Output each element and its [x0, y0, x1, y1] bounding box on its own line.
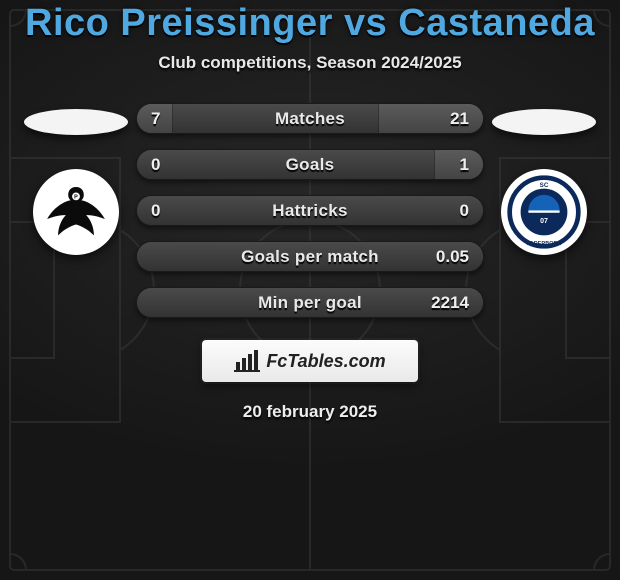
stat-row: 01Goals: [136, 149, 484, 180]
svg-text:PADERBORN: PADERBORN: [527, 241, 562, 247]
right-club-crest: SC 07 PADERBORN: [501, 169, 587, 255]
svg-text:07: 07: [540, 218, 548, 225]
page-subtitle: Club competitions, Season 2024/2025: [0, 53, 620, 73]
left-player-column: P: [16, 103, 136, 255]
stat-row: 00Hattricks: [136, 195, 484, 226]
stat-row: 2214Min per goal: [136, 287, 484, 318]
left-flag: [24, 109, 128, 135]
stat-label: Matches: [137, 104, 483, 133]
svg-text:P: P: [74, 195, 78, 201]
left-club-crest: P: [33, 169, 119, 255]
svg-text:SC: SC: [540, 182, 549, 189]
chart-icon: [234, 350, 260, 372]
branding-text: FcTables.com: [266, 351, 385, 372]
right-player-column: SC 07 PADERBORN: [484, 103, 604, 255]
stats-table: 721Matches 01Goals 00Hattricks 0.05Goals pe…: [136, 103, 484, 318]
page-title: Rico Preissinger vs Castaneda: [0, 2, 620, 45]
branding-badge: FcTables.com: [202, 340, 418, 382]
paderborn-crest-icon: SC 07 PADERBORN: [505, 173, 583, 251]
stat-row: 721Matches: [136, 103, 484, 134]
right-flag: [492, 109, 596, 135]
date-text: 20 february 2025: [0, 402, 620, 422]
stat-row: 0.05Goals per match: [136, 241, 484, 272]
stat-label: Min per goal: [137, 288, 483, 317]
stat-label: Goals per match: [137, 242, 483, 271]
eagle-crest-icon: P: [37, 173, 115, 251]
stat-label: Goals: [137, 150, 483, 179]
stat-label: Hattricks: [137, 196, 483, 225]
